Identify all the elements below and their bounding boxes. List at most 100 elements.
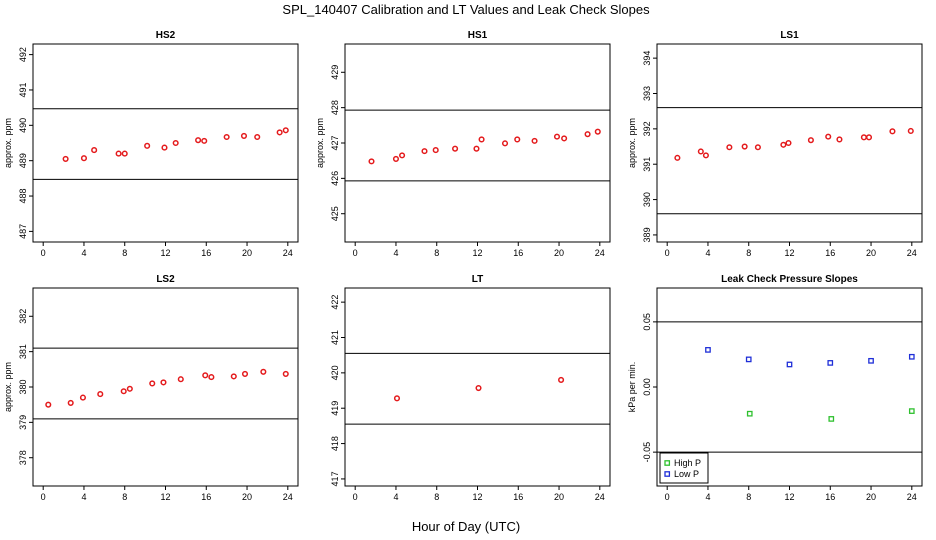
- data-point: [421, 148, 428, 155]
- x-tick-label: 8: [746, 492, 751, 502]
- y-tick-label: -0.05: [642, 442, 652, 463]
- panel-4: LS2 0 4 8 12 16 20 24 378 379 380 381 382 approx. ppm: [3, 274, 299, 502]
- data-point: [201, 137, 208, 144]
- data-point: [392, 155, 400, 162]
- x-tick-label: 24: [595, 248, 605, 258]
- data-point: [79, 394, 86, 401]
- panel-6: Leak Check Pressure Slopes 0 4 8 12 16 20 24 -0.…: [627, 274, 923, 502]
- data-point: [121, 150, 128, 157]
- y-tick-label: 491: [18, 82, 28, 97]
- data-point: [160, 379, 167, 386]
- x-tick-label: 24: [907, 248, 917, 258]
- x-tick-label: 24: [595, 492, 605, 502]
- x-tick-label: 8: [122, 492, 127, 502]
- y-axis-label: approx. ppm: [315, 118, 325, 168]
- data-point: [702, 152, 709, 159]
- x-tick-label: 8: [434, 492, 439, 502]
- data-point: [399, 152, 406, 159]
- x-tick-label: 12: [784, 248, 794, 258]
- y-tick-label: 489: [18, 153, 28, 168]
- x-tick-label: 4: [705, 492, 710, 502]
- panel-title: LT: [472, 274, 483, 285]
- data-point: [276, 129, 283, 136]
- x-tick-label: 0: [353, 492, 358, 502]
- x-tick-label: 24: [283, 492, 293, 502]
- data-point: [908, 353, 915, 360]
- data-point: [452, 145, 459, 152]
- x-tick-label: 12: [160, 492, 170, 502]
- data-point: [67, 399, 74, 406]
- data-point: [202, 372, 209, 379]
- x-tick-label: 20: [242, 248, 252, 258]
- data-point: [828, 416, 835, 422]
- y-tick-label: 380: [18, 379, 28, 394]
- data-point: [177, 376, 184, 383]
- x-tick-label: 16: [513, 248, 523, 258]
- data-point: [223, 133, 230, 141]
- y-tick-label: 417: [330, 471, 340, 486]
- y-tick-label: 394: [642, 51, 652, 66]
- y-tick-label: 425: [330, 206, 340, 221]
- x-tick-label: 16: [201, 492, 211, 502]
- panel-5: LT 0 4 8 12 16 20 24 417 418 419 420 421 422: [330, 274, 611, 502]
- x-tick-label: 24: [907, 492, 917, 502]
- legend-marker: [664, 471, 671, 477]
- data-point: [368, 158, 375, 165]
- data-point: [697, 148, 704, 155]
- data-point: [80, 155, 88, 162]
- y-tick-label: 492: [18, 47, 28, 62]
- x-tick-label: 16: [201, 248, 211, 258]
- data-point: [907, 127, 914, 135]
- x-tick-label: 16: [513, 492, 523, 502]
- y-tick-label: 381: [18, 344, 28, 359]
- data-point: [91, 147, 98, 154]
- legend-label: High P: [674, 458, 701, 468]
- y-tick-label: 379: [18, 415, 28, 430]
- y-tick-label: 418: [330, 436, 340, 451]
- legend-marker: [664, 460, 671, 466]
- data-point: [473, 145, 480, 152]
- data-point: [393, 395, 401, 402]
- data-point: [115, 150, 122, 157]
- data-point: [282, 127, 289, 134]
- y-tick-label: 389: [642, 227, 652, 242]
- x-tick-label: 4: [81, 248, 86, 258]
- data-point: [282, 370, 289, 377]
- data-point: [868, 357, 874, 364]
- panel-title: HS2: [156, 30, 176, 41]
- data-point: [889, 128, 896, 135]
- y-tick-label: 421: [330, 330, 340, 345]
- y-axis-label: kPa per min.: [627, 362, 637, 413]
- data-point: [865, 134, 873, 141]
- x-tick-label: 24: [283, 248, 293, 258]
- x-tick-label: 12: [160, 248, 170, 258]
- plot-frame: [656, 43, 923, 243]
- figure-title: SPL_140407 Calibration and LT Values and…: [282, 2, 650, 17]
- x-tick-label: 20: [866, 248, 876, 258]
- data-point: [144, 142, 151, 149]
- x-tick-label: 12: [472, 248, 482, 258]
- panel-3: LS1 0 4 8 12 16 20 24 389 390 391 392 393 394 approx. …: [627, 30, 923, 258]
- data-point: [475, 385, 482, 392]
- x-tick-label: 4: [705, 248, 710, 258]
- data-point: [561, 135, 568, 142]
- data-point: [836, 136, 843, 143]
- data-point: [780, 141, 787, 148]
- x-tick-label: 8: [122, 248, 127, 258]
- data-point: [254, 133, 261, 141]
- y-tick-label: 429: [330, 65, 340, 80]
- data-point: [120, 388, 127, 395]
- data-point: [126, 385, 133, 392]
- plot-frame: [32, 287, 299, 487]
- data-point: [745, 356, 752, 363]
- x-tick-label: 8: [746, 248, 751, 258]
- legend-label: Low P: [674, 469, 699, 479]
- y-tick-label: 382: [18, 309, 28, 324]
- data-point: [807, 137, 814, 144]
- data-point: [432, 147, 439, 154]
- data-point: [741, 143, 748, 150]
- x-tick-label: 0: [353, 248, 358, 258]
- data-point: [827, 360, 834, 366]
- y-tick-label: 393: [642, 86, 652, 101]
- data-point: [501, 140, 509, 147]
